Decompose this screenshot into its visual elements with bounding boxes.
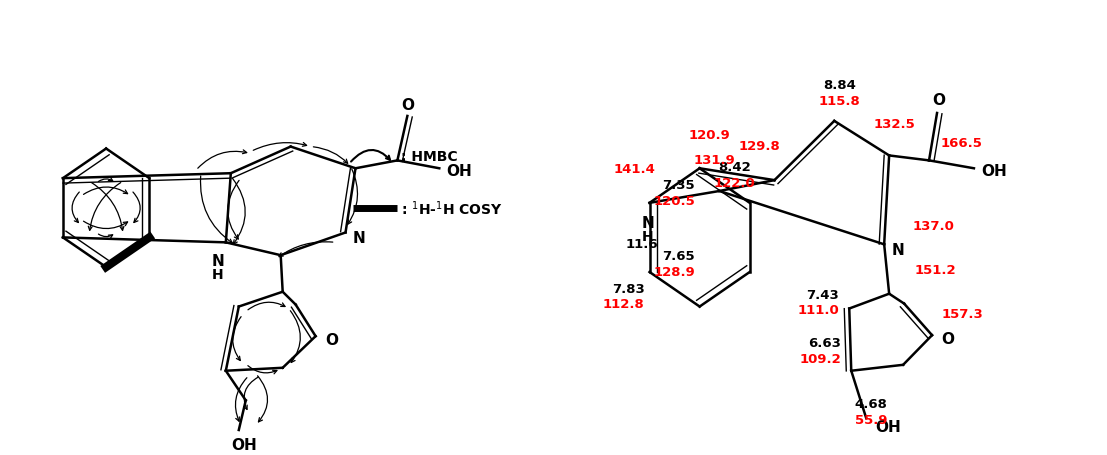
Text: N: N [641,216,654,231]
FancyArrowPatch shape [258,376,268,422]
Text: 11.6: 11.6 [625,238,658,251]
Text: 4.68: 4.68 [855,397,888,410]
FancyArrowPatch shape [83,187,127,195]
FancyArrowPatch shape [232,179,246,244]
Text: OH: OH [981,163,1006,178]
Text: 157.3: 157.3 [942,308,984,321]
FancyArrowPatch shape [133,192,141,223]
Text: : $^{1}$H-$^{1}$H COSY: : $^{1}$H-$^{1}$H COSY [401,199,503,217]
Text: 137.0: 137.0 [912,220,954,233]
Text: 7.65: 7.65 [662,249,695,263]
FancyArrowPatch shape [198,151,247,169]
Text: 128.9: 128.9 [653,265,695,278]
FancyArrowPatch shape [89,183,121,231]
Text: N: N [892,242,904,257]
Text: OH: OH [231,437,257,452]
Text: 151.2: 151.2 [914,263,955,276]
Text: 122.0: 122.0 [714,177,756,190]
Text: 111.0: 111.0 [797,304,839,317]
FancyArrowPatch shape [313,147,348,164]
Text: 129.8: 129.8 [738,140,780,153]
FancyArrowPatch shape [228,181,239,239]
Text: 141.4: 141.4 [613,163,655,176]
Text: O: O [942,331,954,346]
FancyArrowPatch shape [99,177,113,182]
Text: H: H [642,230,653,244]
Text: 166.5: 166.5 [941,136,983,149]
Text: 132.5: 132.5 [873,117,915,131]
Text: 8.42: 8.42 [718,161,752,174]
Text: N: N [211,253,225,268]
FancyArrowPatch shape [244,377,258,410]
Text: OH: OH [876,419,901,434]
FancyArrowPatch shape [290,311,300,363]
Text: 120.9: 120.9 [689,128,731,142]
Text: 8.84: 8.84 [823,79,856,92]
FancyArrowPatch shape [92,183,124,231]
Text: 6.63: 6.63 [808,336,841,349]
FancyArrowPatch shape [200,177,232,243]
Text: 115.8: 115.8 [818,95,860,108]
Text: 109.2: 109.2 [799,352,841,365]
FancyArrowPatch shape [232,317,241,361]
FancyArrowPatch shape [99,235,113,239]
FancyArrowPatch shape [348,169,358,225]
FancyArrowPatch shape [248,366,277,374]
Text: H: H [213,268,224,281]
Text: O: O [932,92,945,107]
Text: 131.9: 131.9 [693,154,735,167]
Text: : HMBC: : HMBC [401,149,457,163]
FancyArrowPatch shape [236,378,247,421]
Text: N: N [353,230,365,245]
FancyArrowPatch shape [83,222,127,229]
Text: 7.83: 7.83 [612,282,644,295]
Text: O: O [325,332,338,347]
Text: 55.9: 55.9 [855,413,888,426]
Text: 112.8: 112.8 [603,298,644,311]
FancyArrowPatch shape [254,143,307,151]
FancyArrowPatch shape [248,303,284,310]
FancyArrowPatch shape [351,151,390,162]
Text: 7.35: 7.35 [662,179,695,192]
Text: 120.5: 120.5 [653,194,695,207]
Text: OH: OH [446,163,472,178]
Text: 7.43: 7.43 [807,288,839,301]
Text: O: O [401,97,414,112]
FancyArrowPatch shape [279,242,333,257]
FancyArrowPatch shape [72,192,80,223]
